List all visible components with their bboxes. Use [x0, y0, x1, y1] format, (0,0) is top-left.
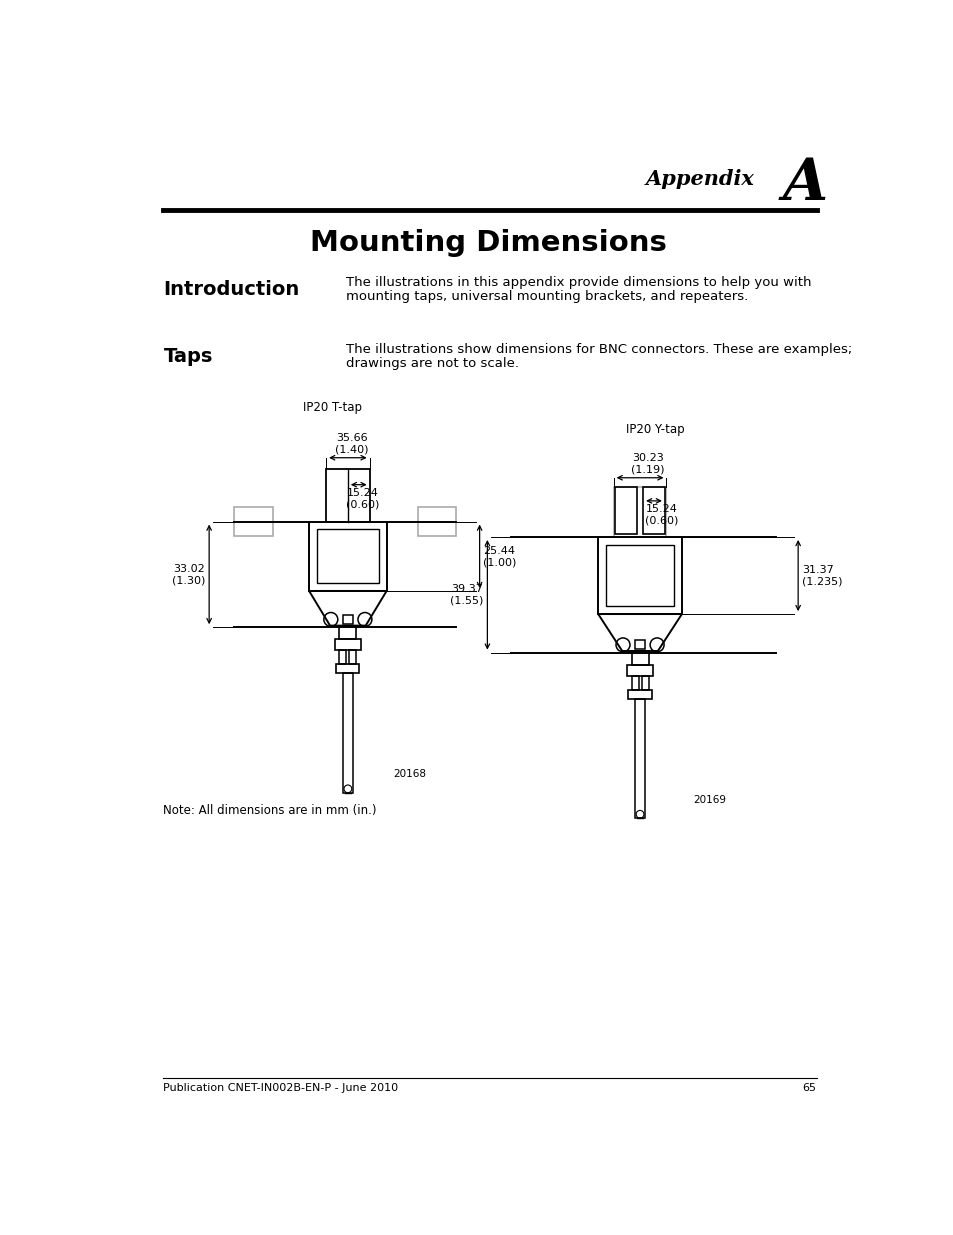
Text: 15.24
(0.60): 15.24 (0.60) — [644, 504, 678, 526]
Text: mounting taps, universal mounting brackets, and repeaters.: mounting taps, universal mounting bracke… — [346, 289, 748, 303]
Bar — [631, 651, 648, 664]
Text: drawings are not to scale.: drawings are not to scale. — [346, 357, 518, 369]
Text: 25.44
(1.00): 25.44 (1.00) — [483, 546, 517, 567]
Bar — [642, 487, 664, 534]
Bar — [309, 521, 386, 592]
Bar — [628, 689, 651, 699]
Bar — [417, 508, 456, 536]
Bar — [605, 545, 674, 606]
Text: Appendix: Appendix — [645, 169, 754, 189]
Text: 33.02
(1.30): 33.02 (1.30) — [172, 563, 205, 585]
Bar — [339, 651, 346, 664]
Text: The illustrations in this appendix provide dimensions to help you with: The illustrations in this appendix provi… — [346, 277, 811, 289]
Bar — [326, 469, 369, 521]
Bar — [339, 626, 356, 640]
Bar — [635, 699, 644, 818]
Text: 65: 65 — [801, 1083, 816, 1093]
Text: The illustrations show dimensions for BNC connectors. These are examples;: The illustrations show dimensions for BN… — [346, 343, 852, 357]
Bar — [641, 676, 648, 689]
Bar — [626, 664, 653, 676]
Bar — [615, 487, 637, 534]
Text: 31.37
(1.235): 31.37 (1.235) — [801, 564, 841, 587]
Bar — [598, 537, 681, 614]
Bar — [233, 508, 273, 536]
Bar — [335, 640, 360, 651]
Bar — [631, 676, 638, 689]
Text: 35.66
(1.40): 35.66 (1.40) — [335, 433, 368, 454]
Bar — [316, 530, 378, 583]
Text: 20169: 20169 — [693, 794, 725, 805]
Bar — [343, 673, 353, 793]
Bar — [349, 651, 356, 664]
Text: IP20 T-tap: IP20 T-tap — [302, 401, 361, 414]
Bar — [613, 487, 666, 537]
Text: IP20 Y-tap: IP20 Y-tap — [625, 422, 684, 436]
Text: A: A — [781, 156, 827, 212]
Text: Publication CNET-IN002B-EN-P - June 2010: Publication CNET-IN002B-EN-P - June 2010 — [163, 1083, 398, 1093]
Bar — [635, 640, 644, 650]
Bar — [343, 615, 353, 624]
Text: Taps: Taps — [163, 347, 213, 366]
Text: Introduction: Introduction — [163, 279, 299, 299]
Text: 15.24
(0.60): 15.24 (0.60) — [346, 488, 379, 509]
Text: Note: All dimensions are in mm (in.): Note: All dimensions are in mm (in.) — [163, 804, 376, 816]
Text: 30.23
(1.19): 30.23 (1.19) — [630, 453, 664, 474]
Text: 20168: 20168 — [393, 769, 426, 779]
Text: Mounting Dimensions: Mounting Dimensions — [310, 228, 667, 257]
Text: 39.37
(1.55): 39.37 (1.55) — [450, 584, 483, 605]
Bar — [335, 664, 359, 673]
